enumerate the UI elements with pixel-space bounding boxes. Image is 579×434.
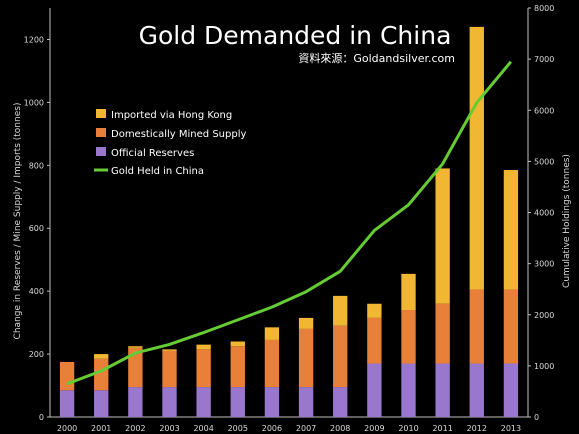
legend: Imported via Hong Kong Domestically Mine… [94, 109, 246, 177]
tick-labels: 0 200 400 600 800 1000 1200 0 1000 2000 3000 4000 50… [24, 4, 555, 433]
bar-segment-imported-2008 [333, 295, 348, 326]
bar-segment-reserves-2010 [401, 363, 416, 417]
left-tick-label: 400 [29, 287, 44, 296]
bar-segment-imported-2007 [298, 317, 314, 329]
bar-segment-reserves-2007 [298, 387, 314, 417]
right-tick-label: 2000 [534, 311, 554, 320]
bar-segment-reserves-2012 [469, 363, 484, 417]
bar-segment-reserves-2003 [162, 387, 177, 417]
legend-label-reserves: Official Reserves [111, 148, 194, 159]
x-tick-label: 2011 [432, 424, 452, 433]
bar-segment-mined-2013 [503, 289, 519, 364]
x-tick-label: 2002 [125, 424, 145, 433]
chart-title: Gold Demanded in China [139, 21, 452, 50]
axes [49, 8, 529, 418]
right-tick-label: 0 [534, 413, 539, 422]
left-tick-label: 800 [29, 161, 44, 170]
right-tick-label: 3000 [534, 260, 554, 269]
bar-segment-reserves-2009 [367, 363, 382, 417]
left-tick-label: 0 [39, 413, 44, 422]
bar-segment-mined-2012 [469, 289, 484, 364]
x-tick-label: 2010 [398, 424, 418, 433]
bar-segment-mined-2007 [298, 328, 314, 388]
left-axis-title: Change in Reserves / Mine Supply / Impor… [13, 103, 23, 340]
bar-segment-reserves-2001 [94, 390, 109, 417]
legend-swatch-reserves [96, 147, 106, 156]
bar-segment-reserves-2008 [333, 387, 348, 417]
bar-segment-mined-2009 [367, 317, 382, 364]
bar-segment-mined-2008 [333, 325, 348, 388]
right-tick-label: 8000 [534, 4, 554, 13]
legend-swatch-imported [96, 109, 106, 118]
bars [59, 26, 519, 417]
bar-segment-imported-2004 [196, 344, 211, 350]
x-tick-label: 2003 [159, 424, 179, 433]
bar-segment-imported-2006 [264, 327, 280, 340]
x-tick-label: 2009 [364, 424, 384, 433]
x-tick-label: 2013 [501, 424, 521, 433]
right-tick-label: 5000 [534, 157, 554, 166]
bar-segment-imported-2005 [230, 341, 245, 347]
x-tick-label: 2001 [91, 424, 111, 433]
bar-segment-mined-2005 [230, 346, 245, 388]
bar-segment-mined-2011 [435, 303, 450, 364]
bar-segment-reserves-2002 [128, 387, 143, 417]
bar-segment-reserves-2005 [230, 387, 245, 417]
legend-label-holdings: Gold Held in China [111, 166, 204, 177]
bar-segment-reserves-2004 [196, 387, 211, 417]
bar-segment-imported-2012 [469, 26, 484, 290]
left-tick-label: 1200 [24, 35, 44, 44]
bar-segment-reserves-2013 [503, 363, 519, 417]
x-tick-label: 2000 [57, 424, 77, 433]
legend-swatch-mined [96, 128, 106, 137]
bar-segment-mined-2006 [264, 339, 280, 388]
right-tick-label: 1000 [534, 362, 554, 371]
holdings-line-layer [66, 60, 513, 386]
x-tick-label: 2008 [330, 424, 350, 433]
bar-segment-mined-2010 [401, 310, 416, 364]
bar-segment-mined-2001 [94, 358, 109, 391]
x-tick-label: 2005 [228, 424, 248, 433]
bar-segment-reserves-2006 [264, 387, 280, 417]
bar-segment-imported-2001 [94, 354, 109, 359]
holdings-line [66, 60, 513, 386]
right-tick-label: 6000 [534, 106, 554, 115]
legend-label-imported: Imported via Hong Kong [111, 110, 232, 121]
x-tick-label: 2006 [262, 424, 282, 433]
bar-segment-imported-2011 [435, 168, 450, 304]
x-tick-label: 2007 [296, 424, 316, 433]
bar-segment-imported-2013 [503, 170, 519, 290]
chart-subtitle: 資料來源：Goldandsilver.com [298, 51, 455, 65]
left-tick-label: 1000 [24, 98, 44, 107]
x-tick-label: 2004 [193, 424, 213, 433]
x-tick-label: 2012 [467, 424, 487, 433]
left-tick-label: 200 [29, 350, 44, 359]
legend-label-mined: Domestically Mined Supply [111, 129, 246, 140]
bar-segment-mined-2003 [162, 350, 177, 388]
bar-segment-imported-2009 [367, 303, 382, 318]
right-axis-title: Cumulative Holdings (tonnes) [562, 154, 572, 288]
right-tick-label: 4000 [534, 209, 554, 218]
bar-segment-imported-2010 [401, 273, 416, 311]
right-tick-label: 7000 [534, 55, 554, 64]
left-tick-label: 600 [29, 224, 44, 233]
bar-segment-imported-2003 [162, 349, 177, 351]
bar-segment-mined-2000 [59, 361, 75, 391]
bar-segment-reserves-2011 [435, 363, 450, 417]
bar-segment-imported-2002 [128, 346, 143, 348]
bar-segment-mined-2004 [196, 349, 211, 388]
bar-segment-reserves-2000 [59, 390, 75, 417]
bar-segment-mined-2002 [128, 347, 143, 388]
